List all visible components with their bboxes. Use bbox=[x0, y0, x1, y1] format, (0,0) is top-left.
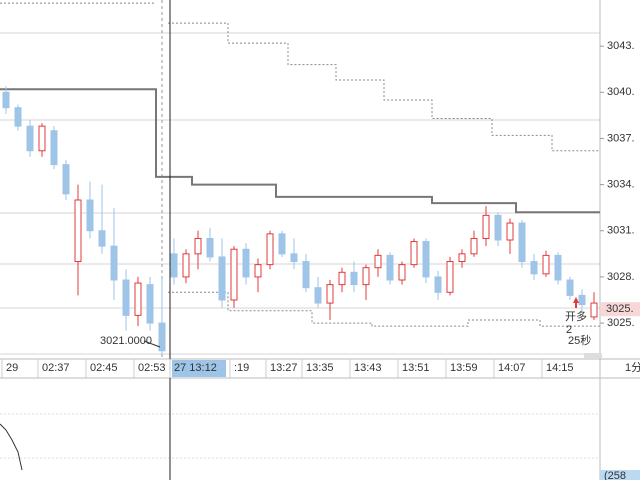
candle-body bbox=[290, 253, 298, 263]
candle-body bbox=[194, 237, 202, 255]
x-tick-label: 02:45 bbox=[90, 362, 118, 374]
candle-body bbox=[302, 261, 310, 289]
candle-body bbox=[62, 164, 70, 195]
candle-body bbox=[494, 214, 502, 241]
step-line bbox=[0, 88, 600, 214]
x-tick-label: 13:51 bbox=[402, 362, 430, 374]
candle-body bbox=[386, 254, 394, 281]
step-line bbox=[168, 291, 600, 327]
last-price-box bbox=[601, 302, 640, 317]
candle-body bbox=[98, 230, 106, 247]
candle-body bbox=[74, 199, 82, 263]
candle-body bbox=[146, 284, 154, 324]
x-tick-label: :19 bbox=[234, 362, 249, 374]
candle-body bbox=[542, 254, 550, 275]
candle-body bbox=[254, 264, 262, 278]
candle-body bbox=[14, 107, 22, 127]
signal: 开多 bbox=[565, 309, 587, 323]
annotation-leader bbox=[143, 340, 161, 348]
scroll-handle[interactable] bbox=[584, 353, 602, 358]
low-annotation: 3021.0000 bbox=[100, 335, 152, 347]
candle-body bbox=[578, 294, 586, 306]
timer: 25秒 bbox=[568, 333, 591, 347]
y-tick-label: 3031. bbox=[607, 225, 635, 237]
candle-body bbox=[314, 287, 322, 304]
candle-body bbox=[38, 125, 46, 152]
y-tick-label: 3028. bbox=[607, 271, 635, 283]
candle-body bbox=[2, 91, 10, 109]
candle-body bbox=[554, 254, 562, 281]
x-tick-label: 13:43 bbox=[354, 362, 382, 374]
candle-body bbox=[50, 130, 58, 166]
candle-body bbox=[206, 237, 214, 258]
candle-body bbox=[446, 261, 454, 293]
candle-body bbox=[434, 276, 442, 293]
candle-body bbox=[326, 284, 334, 304]
x-tick-label: 14:15 bbox=[546, 362, 574, 374]
candle-body bbox=[122, 279, 130, 316]
layout-grid bbox=[0, 32, 600, 355]
x-tick-label: 14:07 bbox=[498, 362, 526, 374]
cursor-time-box bbox=[172, 360, 226, 377]
candle-body bbox=[230, 248, 238, 301]
candle-body bbox=[26, 125, 34, 152]
candle-body bbox=[458, 253, 466, 263]
candle-body bbox=[398, 264, 406, 281]
x-tick-label: 29 bbox=[6, 362, 18, 374]
candle-body bbox=[590, 302, 598, 318]
candle-body bbox=[266, 233, 274, 266]
x-tick-label: 13:59 bbox=[450, 362, 478, 374]
x-tick-label: 02:37 bbox=[42, 362, 70, 374]
candle-body bbox=[242, 248, 250, 278]
candle-body bbox=[182, 253, 190, 278]
sub-value-box bbox=[600, 470, 640, 480]
candle-body bbox=[422, 241, 430, 278]
candle-body bbox=[374, 254, 382, 269]
candle-body bbox=[518, 222, 526, 263]
candle-body bbox=[470, 237, 478, 255]
candle-body bbox=[350, 271, 358, 286]
x-tick-label: 13:27 bbox=[270, 362, 298, 374]
sub-label: (258 bbox=[604, 470, 626, 480]
y-tick-label: 3037. bbox=[607, 132, 635, 144]
candle-body bbox=[86, 199, 94, 232]
signal-arrow bbox=[573, 297, 579, 308]
period-label: 1分 bbox=[625, 361, 640, 374]
candle-body bbox=[362, 267, 370, 286]
candle-body bbox=[158, 322, 166, 352]
y-tick-label: 3040. bbox=[607, 86, 635, 98]
step-line bbox=[0, 2, 600, 152]
signal-count: 2 bbox=[566, 324, 572, 336]
candle-body bbox=[170, 253, 178, 278]
candle-body bbox=[218, 256, 226, 301]
candle-body bbox=[506, 222, 514, 241]
x-tick-label: 02:53 bbox=[138, 362, 166, 374]
candle-body bbox=[134, 282, 142, 316]
y-tick-label: 3025. bbox=[607, 317, 635, 329]
candle-body bbox=[338, 271, 346, 286]
candle-body bbox=[482, 214, 490, 239]
y-tick-label: 3034. bbox=[607, 179, 635, 191]
last-price-label: 3025. bbox=[606, 303, 634, 315]
y-tick-label: 3043. bbox=[607, 40, 635, 52]
candle-body bbox=[110, 245, 118, 281]
candle-body bbox=[410, 241, 418, 266]
sub-indicator bbox=[0, 423, 23, 471]
candle-body bbox=[278, 233, 286, 255]
x-tick-label: 13:35 bbox=[306, 362, 334, 374]
candle-body bbox=[530, 261, 538, 275]
candle-body bbox=[566, 279, 574, 296]
x-tick-label: 27 13:12 bbox=[174, 362, 217, 374]
